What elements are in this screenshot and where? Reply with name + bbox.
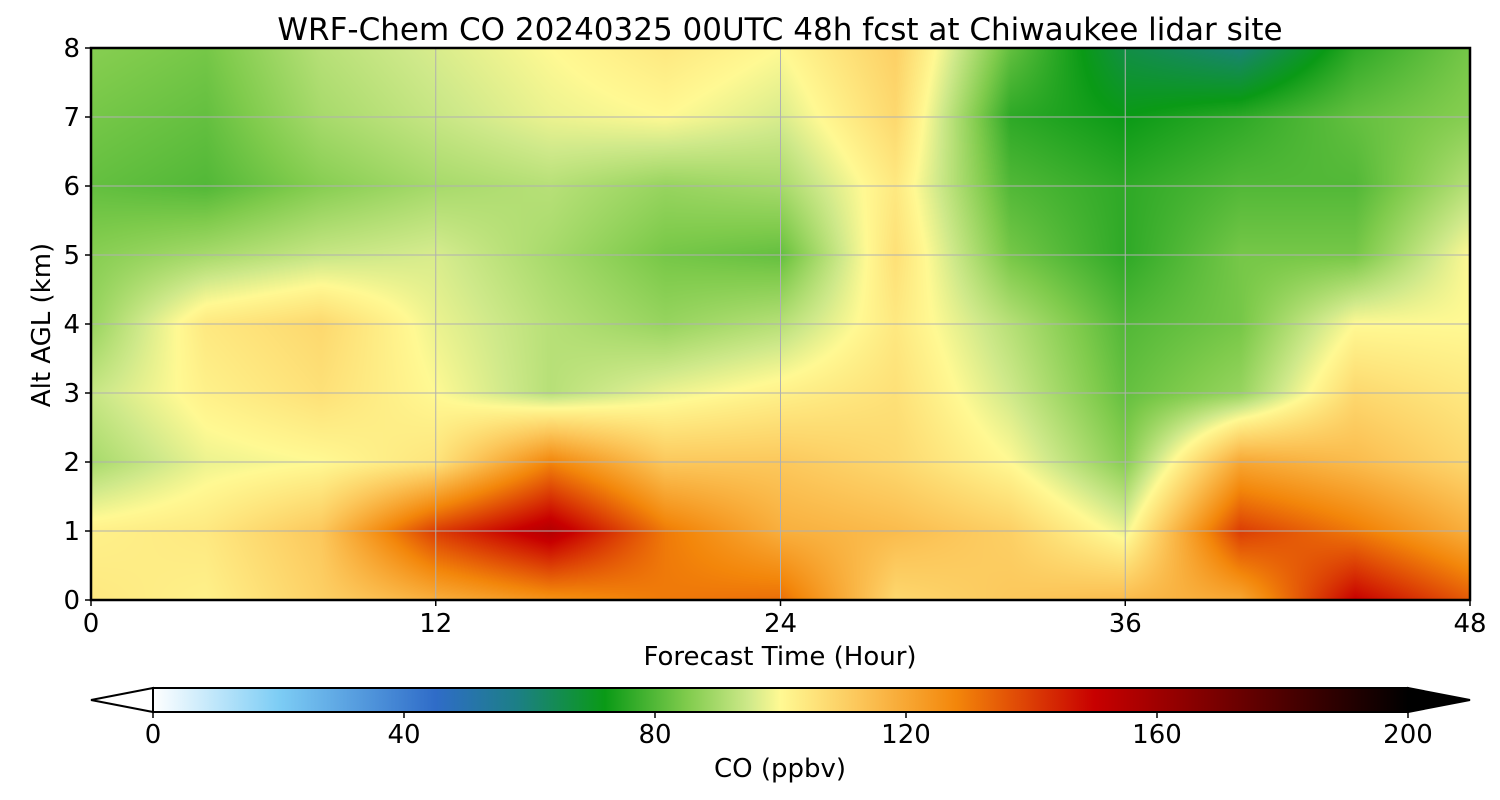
colorbar-gradient bbox=[152, 687, 1409, 713]
y-tick-label: 2 bbox=[63, 448, 80, 478]
y-tick-label: 3 bbox=[63, 379, 80, 409]
colorbar-tick-label: 0 bbox=[145, 720, 162, 750]
y-tick-label: 1 bbox=[63, 517, 80, 547]
y-axis: 0 1 2 3 4 5 6 7 8 bbox=[63, 34, 91, 616]
x-tick-label: 48 bbox=[1453, 609, 1486, 639]
y-axis-label: Alt AGL (km) bbox=[27, 243, 57, 407]
colorbar-tick-label: 200 bbox=[1383, 720, 1433, 750]
x-axis: 0 12 24 36 48 bbox=[83, 600, 1487, 639]
y-tick-label: 6 bbox=[63, 172, 80, 202]
x-tick-label: 24 bbox=[764, 609, 797, 639]
y-tick-label: 7 bbox=[63, 103, 80, 133]
colorbar-label: CO (ppbv) bbox=[714, 754, 846, 784]
colorbar-tick-label: 40 bbox=[387, 720, 420, 750]
colorbar: 0 40 80 120 160 200 CO (ppbv) bbox=[90, 686, 1471, 784]
colorbar-ticks: 0 40 80 120 160 200 bbox=[145, 712, 1433, 750]
y-tick-label: 4 bbox=[63, 310, 80, 340]
plot-area bbox=[89, 46, 1472, 602]
y-tick-label: 5 bbox=[63, 241, 80, 271]
y-tick-label: 8 bbox=[63, 34, 80, 64]
x-tick-label: 36 bbox=[1109, 609, 1142, 639]
chart-title: WRF-Chem CO 20240325 00UTC 48h fcst at C… bbox=[277, 12, 1282, 48]
x-tick-label: 0 bbox=[83, 609, 100, 639]
colorbar-tick-label: 80 bbox=[638, 720, 671, 750]
x-tick-label: 12 bbox=[419, 609, 452, 639]
colorbar-tick-label: 160 bbox=[1132, 720, 1182, 750]
x-axis-label: Forecast Time (Hour) bbox=[643, 642, 916, 672]
y-tick-label: 0 bbox=[63, 586, 80, 616]
colorbar-max-extend bbox=[1407, 686, 1471, 714]
colorbar-min-extend bbox=[90, 686, 154, 714]
colorbar-tick-label: 120 bbox=[881, 720, 931, 750]
